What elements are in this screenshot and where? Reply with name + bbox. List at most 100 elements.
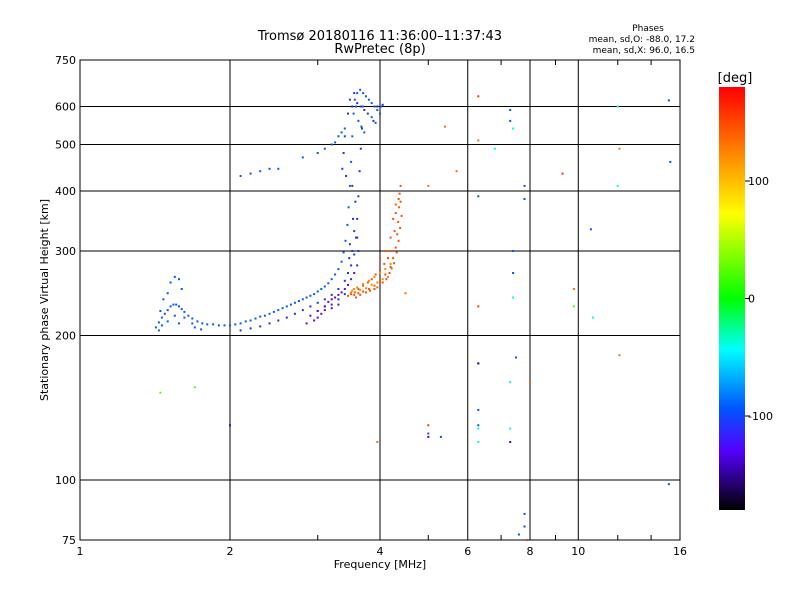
colorbar-label: [deg] bbox=[718, 71, 753, 86]
data-point bbox=[343, 293, 346, 296]
data-point bbox=[268, 312, 271, 315]
data-point bbox=[249, 172, 252, 175]
data-point bbox=[512, 272, 515, 274]
data-point bbox=[346, 223, 349, 226]
data-point bbox=[363, 109, 366, 111]
data-point bbox=[343, 135, 346, 138]
data-point bbox=[356, 236, 359, 239]
data-point bbox=[384, 273, 387, 276]
data-point bbox=[376, 281, 379, 284]
data-point bbox=[180, 288, 183, 290]
data-point bbox=[477, 424, 480, 427]
data-point bbox=[572, 305, 575, 308]
data-point bbox=[351, 135, 354, 138]
data-point bbox=[309, 314, 312, 317]
data-point bbox=[180, 308, 183, 311]
data-point bbox=[398, 206, 401, 209]
data-point bbox=[523, 525, 526, 528]
data-point bbox=[201, 322, 204, 325]
data-point bbox=[187, 314, 190, 317]
data-point bbox=[268, 322, 271, 325]
data-point bbox=[381, 103, 384, 106]
data-point bbox=[523, 184, 526, 187]
data-point bbox=[512, 250, 515, 252]
data-point bbox=[340, 131, 343, 134]
x-tick-label: 2 bbox=[227, 545, 234, 558]
data-point bbox=[374, 273, 377, 276]
data-point bbox=[390, 267, 393, 270]
data-point bbox=[362, 284, 365, 287]
x-axis-label: Frequency [MHz] bbox=[334, 558, 426, 571]
data-point bbox=[239, 322, 242, 325]
data-point bbox=[384, 268, 387, 271]
data-point bbox=[353, 288, 356, 290]
data-point bbox=[400, 214, 403, 217]
data-point bbox=[289, 303, 292, 306]
data-point bbox=[330, 298, 333, 301]
data-point bbox=[285, 305, 288, 308]
stats-heading: Phases bbox=[632, 24, 664, 34]
data-point bbox=[340, 291, 343, 294]
data-point bbox=[379, 112, 381, 115]
data-point bbox=[191, 322, 194, 325]
data-point bbox=[268, 167, 271, 170]
data-point bbox=[183, 310, 186, 313]
data-point bbox=[509, 119, 512, 122]
data-point bbox=[159, 391, 162, 394]
data-point bbox=[347, 283, 349, 286]
data-point bbox=[193, 326, 196, 329]
data-point bbox=[254, 317, 257, 320]
data-point bbox=[356, 264, 359, 267]
chart-subtitle: RwPretec (8p) bbox=[334, 42, 425, 57]
stats-o-line: mean, sd,O: -88.0, 17.2 bbox=[589, 35, 695, 45]
data-point bbox=[337, 135, 340, 138]
data-point bbox=[515, 356, 517, 359]
data-point bbox=[316, 152, 319, 154]
data-point bbox=[618, 354, 621, 357]
data-point bbox=[616, 105, 619, 108]
data-point bbox=[313, 293, 316, 296]
data-point bbox=[343, 127, 346, 130]
data-point bbox=[162, 298, 165, 301]
data-point bbox=[393, 262, 396, 265]
data-point bbox=[369, 289, 371, 292]
data-point bbox=[342, 152, 345, 154]
data-point bbox=[477, 305, 480, 308]
data-point bbox=[330, 307, 333, 310]
data-point bbox=[347, 206, 350, 209]
data-point bbox=[183, 316, 186, 319]
data-point bbox=[272, 310, 275, 313]
x-tick-label: 6 bbox=[464, 545, 471, 558]
data-point bbox=[343, 288, 346, 290]
data-point bbox=[350, 291, 353, 294]
data-point bbox=[323, 298, 326, 301]
data-point bbox=[669, 160, 672, 163]
data-point bbox=[359, 147, 362, 150]
data-point bbox=[360, 125, 363, 128]
data-point bbox=[392, 257, 395, 260]
data-point bbox=[376, 286, 379, 289]
data-point bbox=[212, 323, 215, 326]
data-point bbox=[342, 251, 345, 254]
data-point bbox=[323, 147, 326, 150]
data-point bbox=[297, 300, 300, 302]
y-tick-label: 75 bbox=[62, 534, 76, 547]
data-point bbox=[427, 432, 430, 435]
y-tick-label: 600 bbox=[55, 101, 76, 114]
data-point bbox=[259, 325, 262, 328]
data-point bbox=[357, 288, 360, 290]
data-point bbox=[365, 287, 367, 290]
data-point bbox=[359, 88, 362, 91]
y-axis: 75 100 200 300 400 500 600 750 bbox=[55, 54, 76, 547]
data-point bbox=[316, 301, 319, 304]
data-point bbox=[330, 278, 333, 281]
data-point bbox=[365, 291, 367, 294]
data-point bbox=[359, 293, 362, 296]
data-point bbox=[379, 257, 381, 260]
data-point bbox=[343, 279, 346, 282]
data-point bbox=[175, 303, 178, 306]
data-point bbox=[376, 109, 379, 111]
data-point bbox=[370, 116, 373, 119]
data-point bbox=[493, 147, 496, 150]
data-point bbox=[396, 233, 399, 236]
